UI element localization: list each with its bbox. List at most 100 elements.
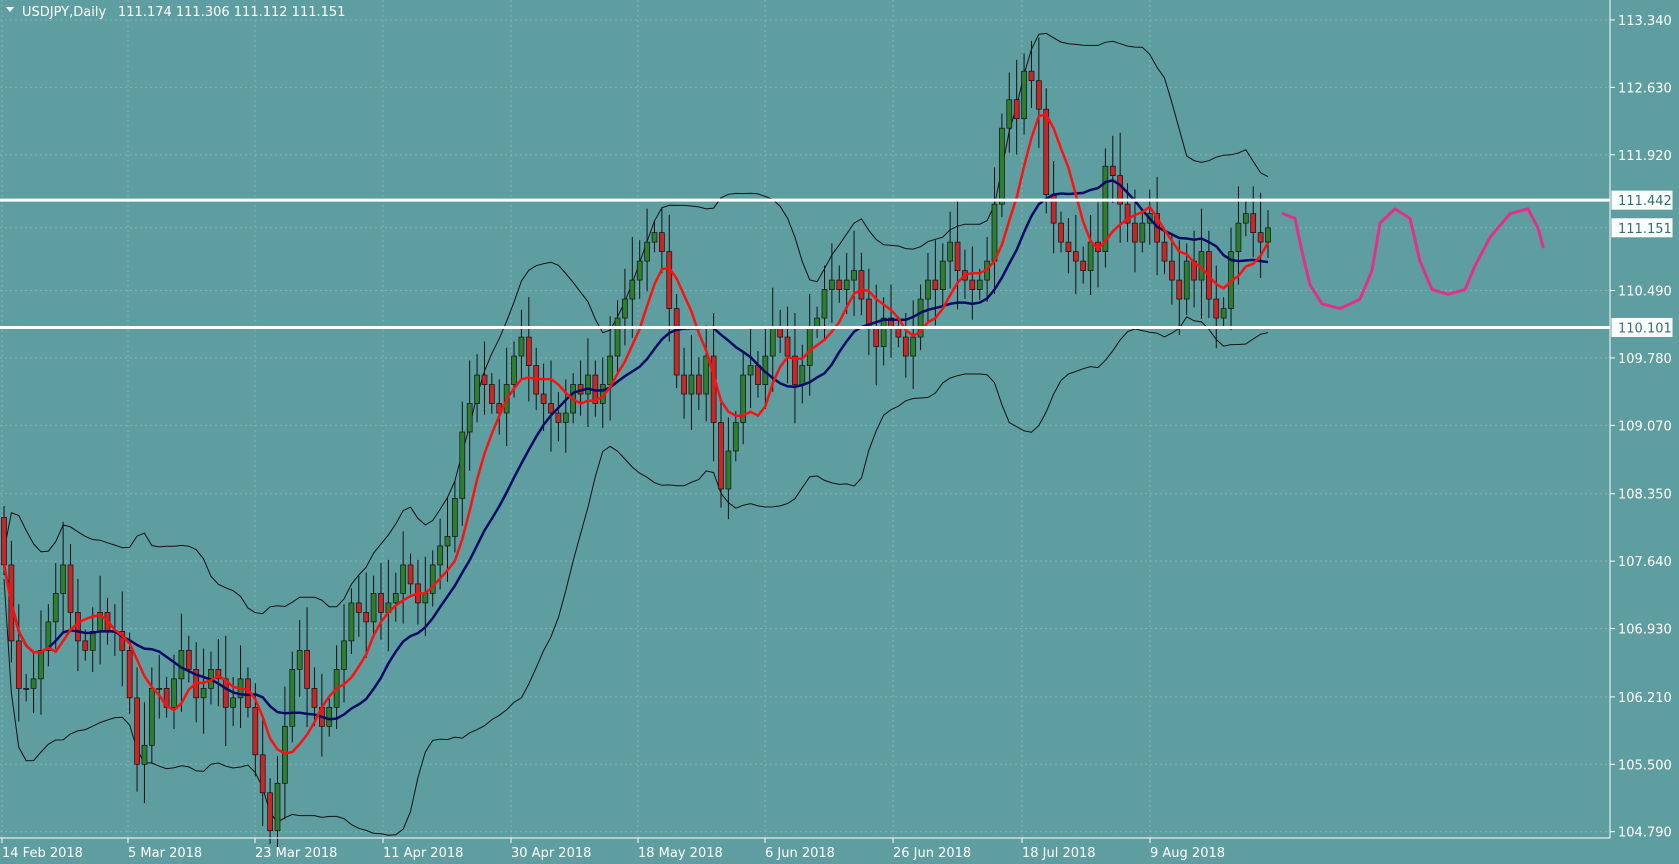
candle [474, 354, 480, 423]
candle-body [769, 327, 776, 357]
candle [141, 702, 148, 804]
candle-body [1117, 175, 1124, 205]
candle-body [156, 688, 163, 690]
candle-body [38, 650, 44, 680]
candle [466, 360, 473, 471]
slow-moving-average-line [2, 179, 1269, 721]
candle [540, 363, 547, 431]
candle [932, 240, 939, 326]
projection-wave-line[interactable] [1281, 207, 1545, 311]
candle-body [910, 336, 917, 357]
candle-body [348, 602, 355, 642]
candle [1213, 265, 1220, 349]
candle-body [732, 422, 739, 452]
candle [925, 252, 931, 324]
candle-body [925, 279, 931, 300]
collapse-arrow-icon[interactable] [6, 7, 14, 12]
candle-body [1006, 99, 1013, 129]
price-tag-label: 111.442 [1618, 194, 1672, 209]
candle [444, 496, 451, 582]
candle-body [363, 612, 370, 623]
candle-body [681, 374, 687, 395]
candle-body [52, 593, 59, 623]
candle [1028, 40, 1035, 109]
candle-body [902, 336, 909, 357]
candle-body [644, 241, 650, 262]
candle-body [82, 640, 89, 651]
candle [1235, 186, 1242, 285]
candle-body [429, 564, 436, 594]
candle-body [444, 536, 451, 547]
candle [489, 373, 495, 414]
candle [1109, 135, 1116, 203]
candle-body [710, 355, 717, 423]
candle-body [407, 564, 414, 585]
candle [1132, 189, 1138, 273]
candle-body [858, 270, 865, 300]
candle [52, 563, 59, 650]
candle [156, 654, 163, 719]
bollinger-upper-line [3, 32, 1269, 615]
candle [939, 243, 946, 306]
candle [311, 667, 318, 727]
candle [363, 572, 370, 658]
horizontal-levels[interactable] [0, 198, 1610, 329]
time-axis[interactable]: 14 Feb 2018 5 Mar 2018 23 Mar 2018 11 Apr 2… [1, 838, 1225, 861]
candle [629, 237, 636, 338]
candle-body [466, 403, 473, 433]
candle-body [185, 650, 192, 670]
candle-body [1102, 165, 1109, 252]
candle-body [829, 279, 835, 290]
candle-body [392, 593, 399, 604]
candle [880, 297, 887, 366]
candle-body [178, 650, 185, 680]
price-tick-label: 112.630 [1618, 81, 1672, 96]
ohlc-readout: 111.174 111.306 111.112 111.151 [118, 5, 345, 20]
candle-body [666, 251, 673, 309]
candle [1169, 233, 1175, 305]
candle [1080, 246, 1087, 284]
candle-body [370, 593, 377, 623]
candle [274, 756, 281, 856]
candle-body [725, 450, 732, 490]
candle [89, 607, 96, 673]
price-axis[interactable]: 113.340 112.630 111.920 110.490 109.780 109.0… [1610, 14, 1672, 841]
moving-averages [2, 113, 1270, 755]
candle-body [518, 336, 525, 357]
candle [82, 629, 89, 661]
candle-body [267, 792, 273, 832]
price-tag-box [1611, 218, 1673, 238]
candle [1058, 211, 1064, 253]
candle [999, 113, 1005, 218]
candle [673, 294, 680, 389]
candle [30, 651, 37, 713]
candle [1161, 227, 1168, 275]
candle-body [636, 260, 643, 281]
candle [1043, 88, 1050, 214]
candle [747, 328, 754, 409]
candle [185, 635, 192, 683]
price-tick-label: 105.500 [1618, 758, 1672, 773]
candle-body [148, 688, 155, 746]
candle-body [1, 517, 7, 566]
candle [614, 300, 621, 372]
candle [459, 401, 466, 526]
price-tag-box [1611, 190, 1673, 210]
candle [23, 673, 30, 702]
candle [1250, 186, 1257, 258]
candle [60, 521, 66, 633]
candle-body [991, 203, 998, 262]
candle [792, 313, 798, 424]
candle-body [1021, 70, 1027, 120]
candle-body [806, 327, 813, 366]
fast-moving-average-line [2, 113, 1270, 755]
candle-body [511, 355, 517, 385]
projection-path[interactable] [1281, 207, 1545, 311]
candle-body [622, 298, 628, 319]
candlestick-series [1, 37, 1271, 856]
candle [902, 313, 909, 378]
candle [370, 575, 377, 638]
candle-body [562, 412, 569, 423]
